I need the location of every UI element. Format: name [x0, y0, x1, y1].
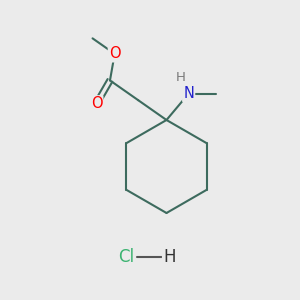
Text: Cl: Cl [118, 248, 134, 266]
Text: O: O [91, 96, 102, 111]
Text: H: H [176, 70, 186, 84]
Text: H: H [163, 248, 176, 266]
Text: O: O [109, 46, 121, 61]
Text: N: N [183, 86, 194, 101]
